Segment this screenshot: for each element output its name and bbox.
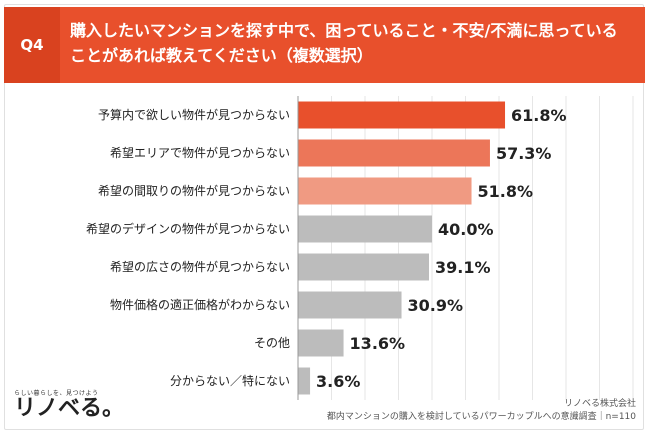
value-label: 30.9%	[408, 296, 464, 315]
value-label: 40.0%	[438, 220, 494, 239]
question-text: 購入したいマンションを探す中で、困っていること・不安/不満に思っていることがあれ…	[70, 21, 618, 65]
bar	[298, 215, 432, 243]
value-label: 13.6%	[350, 334, 406, 353]
bar	[298, 367, 311, 395]
category-label: 分からない／特にない	[170, 373, 290, 388]
category-label: 予算内で欲しい物件が見つからない	[98, 107, 290, 122]
source-footer: リノベる株式会社 都内マンションの購入を検討しているパワーカップルへの意識調査｜…	[327, 398, 636, 424]
logo-name: リノベる。	[14, 396, 125, 421]
value-label: 51.8%	[478, 182, 534, 201]
bar	[298, 329, 344, 357]
category-label: 希望のデザインの物件が見つからない	[86, 221, 290, 236]
category-label: 物件価格の適正価格がわからない	[110, 297, 290, 312]
category-label: 希望の広さの物件が見つからない	[110, 259, 290, 274]
bar	[298, 177, 472, 205]
value-label: 39.1%	[435, 258, 491, 277]
bar	[298, 139, 490, 167]
value-label: 3.6%	[316, 372, 360, 391]
value-label: 61.8%	[511, 106, 567, 125]
question-header	[4, 7, 645, 83]
category-label: その他	[254, 336, 290, 350]
bar	[298, 253, 429, 281]
bar	[298, 291, 402, 319]
category-label: 希望の間取りの物件が見つからない	[98, 183, 290, 198]
logo-tagline: らしい暮らしを、見つけよう	[14, 390, 99, 397]
category-label: 希望エリアで物件が見つからない	[110, 145, 290, 160]
question-number-badge: Q4	[4, 7, 60, 83]
brand-logo: らしい暮らしを、見つけよう リノベる。	[14, 388, 124, 421]
survey-description: 都内マンションの購入を検討しているパワーカップルへの意識調査｜n=110	[326, 412, 636, 422]
company-name: リノベる株式会社	[563, 399, 636, 409]
value-label: 57.3%	[496, 144, 552, 163]
bar	[298, 101, 506, 129]
